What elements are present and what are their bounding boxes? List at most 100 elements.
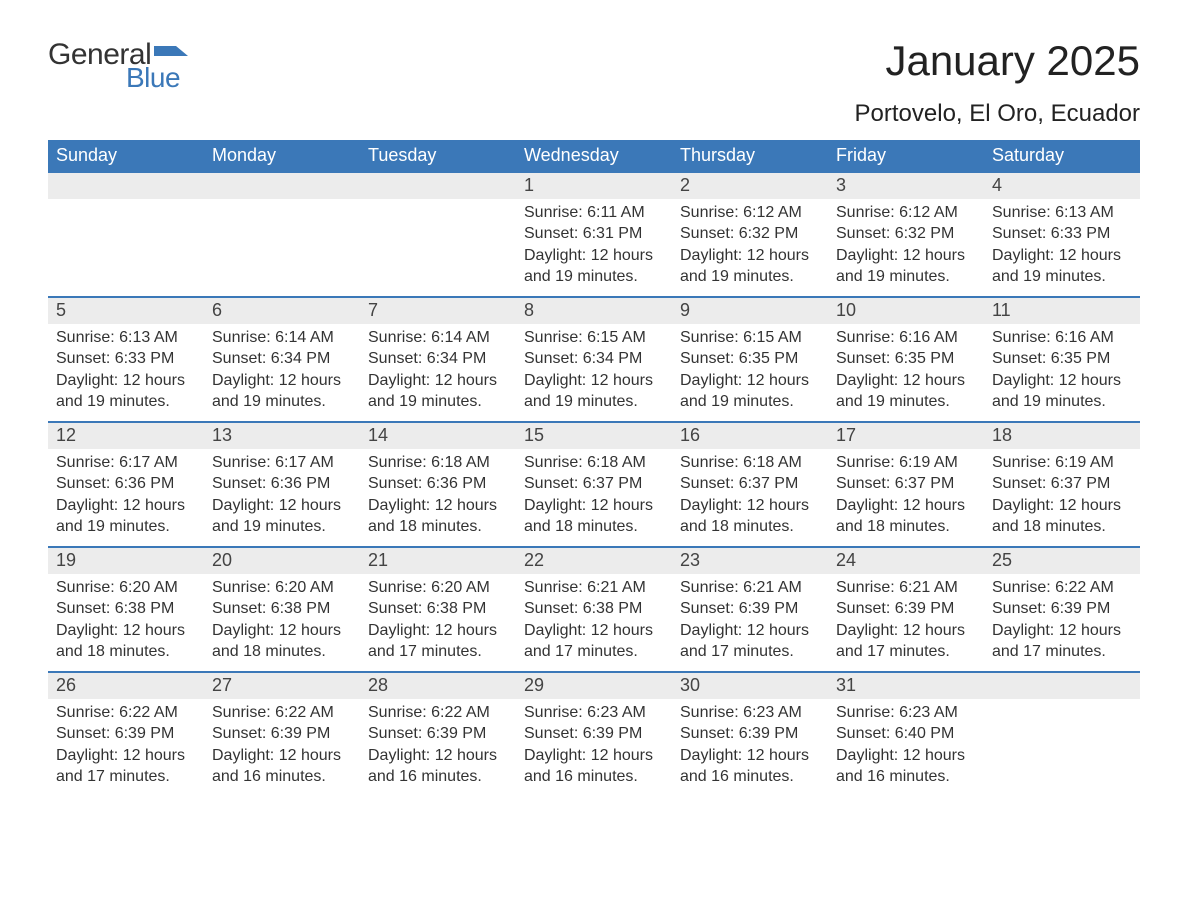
calendar-cell: 20Sunrise: 6:20 AMSunset: 6:38 PMDayligh… [204, 546, 360, 671]
daylight-text: Daylight: 12 hours and 18 minutes. [992, 495, 1132, 538]
day-details: Sunrise: 6:22 AMSunset: 6:39 PMDaylight:… [48, 699, 204, 796]
day-number: 19 [48, 546, 204, 574]
day-number: 23 [672, 546, 828, 574]
daylight-text: Daylight: 12 hours and 16 minutes. [524, 745, 664, 788]
day-number-row-empty [360, 171, 516, 199]
sunrise-text: Sunrise: 6:20 AM [56, 577, 196, 599]
calendar-cell: 1Sunrise: 6:11 AMSunset: 6:31 PMDaylight… [516, 171, 672, 296]
daylight-text: Daylight: 12 hours and 18 minutes. [56, 620, 196, 663]
calendar-cell: 22Sunrise: 6:21 AMSunset: 6:38 PMDayligh… [516, 546, 672, 671]
day-details: Sunrise: 6:21 AMSunset: 6:39 PMDaylight:… [828, 574, 984, 671]
day-details: Sunrise: 6:12 AMSunset: 6:32 PMDaylight:… [672, 199, 828, 296]
calendar-cell: 18Sunrise: 6:19 AMSunset: 6:37 PMDayligh… [984, 421, 1140, 546]
sunrise-text: Sunrise: 6:23 AM [836, 702, 976, 724]
sunrise-text: Sunrise: 6:17 AM [56, 452, 196, 474]
sunrise-text: Sunrise: 6:14 AM [212, 327, 352, 349]
calendar-week-row: 1Sunrise: 6:11 AMSunset: 6:31 PMDaylight… [48, 171, 1140, 296]
day-number: 27 [204, 671, 360, 699]
weekday-header-row: SundayMondayTuesdayWednesdayThursdayFrid… [48, 140, 1140, 171]
sunrise-text: Sunrise: 6:18 AM [524, 452, 664, 474]
calendar-cell: 30Sunrise: 6:23 AMSunset: 6:39 PMDayligh… [672, 671, 828, 796]
day-details: Sunrise: 6:21 AMSunset: 6:39 PMDaylight:… [672, 574, 828, 671]
day-number: 6 [204, 296, 360, 324]
day-details: Sunrise: 6:19 AMSunset: 6:37 PMDaylight:… [828, 449, 984, 546]
sunset-text: Sunset: 6:37 PM [992, 473, 1132, 495]
day-details: Sunrise: 6:18 AMSunset: 6:37 PMDaylight:… [516, 449, 672, 546]
day-details: Sunrise: 6:16 AMSunset: 6:35 PMDaylight:… [984, 324, 1140, 421]
day-details: Sunrise: 6:12 AMSunset: 6:32 PMDaylight:… [828, 199, 984, 296]
sunrise-text: Sunrise: 6:19 AM [992, 452, 1132, 474]
sunset-text: Sunset: 6:32 PM [836, 223, 976, 245]
day-number: 22 [516, 546, 672, 574]
sunset-text: Sunset: 6:37 PM [836, 473, 976, 495]
calendar-cell: 13Sunrise: 6:17 AMSunset: 6:36 PMDayligh… [204, 421, 360, 546]
sunset-text: Sunset: 6:36 PM [56, 473, 196, 495]
daylight-text: Daylight: 12 hours and 19 minutes. [212, 495, 352, 538]
day-number: 4 [984, 171, 1140, 199]
sunset-text: Sunset: 6:35 PM [836, 348, 976, 370]
day-details: Sunrise: 6:15 AMSunset: 6:34 PMDaylight:… [516, 324, 672, 421]
day-details: Sunrise: 6:22 AMSunset: 6:39 PMDaylight:… [360, 699, 516, 796]
sunrise-text: Sunrise: 6:23 AM [680, 702, 820, 724]
daylight-text: Daylight: 12 hours and 19 minutes. [212, 370, 352, 413]
daylight-text: Daylight: 12 hours and 16 minutes. [836, 745, 976, 788]
weekday-header: Wednesday [516, 140, 672, 171]
logo: General Blue [48, 40, 188, 92]
daylight-text: Daylight: 12 hours and 17 minutes. [368, 620, 508, 663]
calendar-table: SundayMondayTuesdayWednesdayThursdayFrid… [48, 140, 1140, 796]
day-number-row-empty [984, 671, 1140, 699]
day-details: Sunrise: 6:23 AMSunset: 6:40 PMDaylight:… [828, 699, 984, 796]
sunset-text: Sunset: 6:32 PM [680, 223, 820, 245]
daylight-text: Daylight: 12 hours and 17 minutes. [992, 620, 1132, 663]
day-number-row-empty [204, 171, 360, 199]
sunrise-text: Sunrise: 6:23 AM [524, 702, 664, 724]
calendar-cell: 19Sunrise: 6:20 AMSunset: 6:38 PMDayligh… [48, 546, 204, 671]
calendar-cell: 17Sunrise: 6:19 AMSunset: 6:37 PMDayligh… [828, 421, 984, 546]
calendar-cell: 5Sunrise: 6:13 AMSunset: 6:33 PMDaylight… [48, 296, 204, 421]
logo-text-blue: Blue [126, 64, 188, 92]
weekday-header: Monday [204, 140, 360, 171]
weekday-header: Friday [828, 140, 984, 171]
calendar-week-row: 5Sunrise: 6:13 AMSunset: 6:33 PMDaylight… [48, 296, 1140, 421]
day-details: Sunrise: 6:23 AMSunset: 6:39 PMDaylight:… [516, 699, 672, 796]
day-number: 3 [828, 171, 984, 199]
day-number: 14 [360, 421, 516, 449]
day-number: 28 [360, 671, 516, 699]
daylight-text: Daylight: 12 hours and 19 minutes. [680, 370, 820, 413]
weekday-header: Saturday [984, 140, 1140, 171]
sunset-text: Sunset: 6:35 PM [680, 348, 820, 370]
sunset-text: Sunset: 6:31 PM [524, 223, 664, 245]
sunset-text: Sunset: 6:34 PM [212, 348, 352, 370]
day-details: Sunrise: 6:14 AMSunset: 6:34 PMDaylight:… [360, 324, 516, 421]
calendar-body: 1Sunrise: 6:11 AMSunset: 6:31 PMDaylight… [48, 171, 1140, 796]
day-number: 24 [828, 546, 984, 574]
daylight-text: Daylight: 12 hours and 18 minutes. [368, 495, 508, 538]
day-number: 12 [48, 421, 204, 449]
daylight-text: Daylight: 12 hours and 16 minutes. [368, 745, 508, 788]
sunrise-text: Sunrise: 6:14 AM [368, 327, 508, 349]
day-number: 5 [48, 296, 204, 324]
day-details: Sunrise: 6:17 AMSunset: 6:36 PMDaylight:… [48, 449, 204, 546]
day-details: Sunrise: 6:13 AMSunset: 6:33 PMDaylight:… [48, 324, 204, 421]
day-number: 10 [828, 296, 984, 324]
sunrise-text: Sunrise: 6:21 AM [680, 577, 820, 599]
sunrise-text: Sunrise: 6:15 AM [524, 327, 664, 349]
day-number: 15 [516, 421, 672, 449]
sunrise-text: Sunrise: 6:21 AM [836, 577, 976, 599]
calendar-cell: 23Sunrise: 6:21 AMSunset: 6:39 PMDayligh… [672, 546, 828, 671]
calendar-cell: 27Sunrise: 6:22 AMSunset: 6:39 PMDayligh… [204, 671, 360, 796]
sunrise-text: Sunrise: 6:11 AM [524, 202, 664, 224]
title-block: January 2025 Portovelo, El Oro, Ecuador [855, 40, 1140, 128]
daylight-text: Daylight: 12 hours and 19 minutes. [368, 370, 508, 413]
sunrise-text: Sunrise: 6:22 AM [992, 577, 1132, 599]
sunset-text: Sunset: 6:39 PM [992, 598, 1132, 620]
day-number: 29 [516, 671, 672, 699]
daylight-text: Daylight: 12 hours and 19 minutes. [524, 245, 664, 288]
daylight-text: Daylight: 12 hours and 19 minutes. [992, 370, 1132, 413]
calendar-cell: 10Sunrise: 6:16 AMSunset: 6:35 PMDayligh… [828, 296, 984, 421]
weekday-header: Thursday [672, 140, 828, 171]
calendar-cell: 7Sunrise: 6:14 AMSunset: 6:34 PMDaylight… [360, 296, 516, 421]
day-number: 8 [516, 296, 672, 324]
calendar-cell: 8Sunrise: 6:15 AMSunset: 6:34 PMDaylight… [516, 296, 672, 421]
sunset-text: Sunset: 6:39 PM [56, 723, 196, 745]
